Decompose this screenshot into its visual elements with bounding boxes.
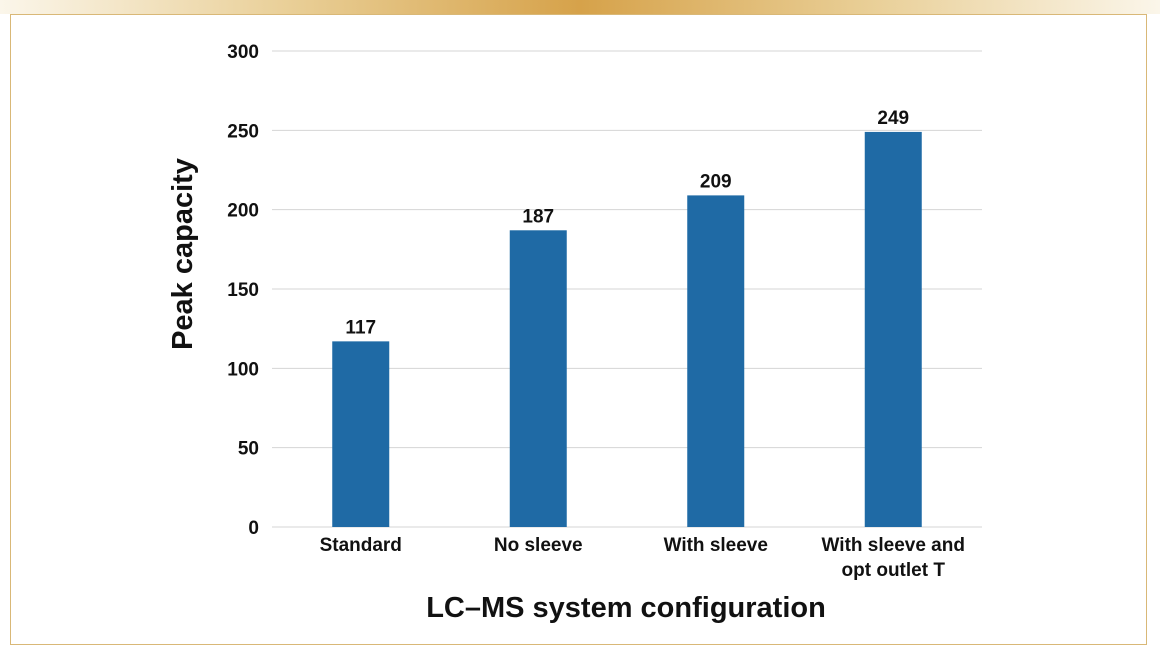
bars: [332, 131, 922, 528]
x-category-label: Standard: [320, 535, 402, 556]
bar: [332, 341, 390, 527]
y-tick-label: 0: [248, 518, 259, 539]
y-axis-title: Peak capacity: [167, 158, 199, 350]
bar: [687, 195, 745, 528]
y-tick-label: 150: [227, 280, 259, 301]
decorative-gradient-band: [0, 0, 1160, 14]
x-category-label: With sleeve: [664, 535, 768, 556]
y-tick-labels: 0 50 100 150 200 250 300: [227, 42, 259, 539]
data-label: 209: [700, 171, 732, 192]
y-tick-label: 250: [227, 121, 259, 142]
gridlines: [272, 50, 982, 528]
y-tick-label: 100: [227, 359, 259, 380]
data-label: 117: [345, 317, 376, 338]
x-category-label: opt outlet T: [842, 560, 946, 581]
x-category-labels: Standard No sleeve With sleeve With sleeve …: [320, 535, 965, 581]
x-axis-title: LC–MS system configuration: [426, 592, 826, 624]
x-category-label: No sleeve: [494, 535, 583, 556]
y-tick-label: 300: [227, 42, 259, 63]
y-tick-label: 50: [238, 439, 259, 460]
bar: [509, 230, 567, 527]
data-label: 187: [522, 206, 554, 227]
data-labels: 117 187 209 249: [345, 108, 909, 338]
x-category-label: With sleeve and: [822, 535, 965, 556]
data-label: 249: [877, 108, 909, 129]
chart-frame: [10, 14, 1147, 645]
y-tick-label: 200: [227, 201, 259, 222]
bar: [864, 131, 922, 528]
